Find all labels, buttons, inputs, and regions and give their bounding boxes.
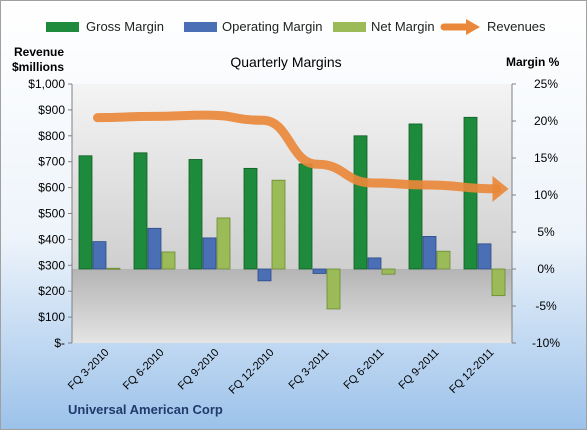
left-tick-label: $700 bbox=[38, 155, 65, 169]
company-name: Universal American Corp bbox=[68, 402, 223, 417]
bar-gross-margin-6 bbox=[354, 136, 367, 269]
bar-operating-margin-1 bbox=[93, 242, 106, 269]
bar-operating-margin-2 bbox=[148, 228, 161, 269]
right-tick-label: 20% bbox=[534, 114, 558, 128]
right-tick-label: 0% bbox=[537, 262, 555, 276]
bar-operating-margin-3 bbox=[203, 238, 216, 269]
bar-gross-margin-4 bbox=[244, 168, 257, 269]
legend-swatch-net-margin bbox=[333, 22, 366, 32]
right-tick-label: -10% bbox=[532, 336, 560, 350]
left-tick-label: $800 bbox=[38, 129, 65, 143]
bar-net-margin-8 bbox=[492, 269, 505, 296]
legend-label-gross-margin: Gross Margin bbox=[86, 19, 164, 34]
left-tick-label: $1,000 bbox=[28, 77, 65, 91]
right-tick-label: 25% bbox=[534, 77, 558, 91]
right-tick-label: 10% bbox=[534, 188, 558, 202]
left-tick-label: $400 bbox=[38, 232, 65, 246]
left-tick-label: $900 bbox=[38, 103, 65, 117]
bar-net-margin-3 bbox=[217, 218, 230, 269]
right-axis-label: Margin % bbox=[506, 55, 560, 69]
bar-net-margin-1 bbox=[107, 268, 120, 269]
left-tick-label: $500 bbox=[38, 207, 65, 221]
left-tick-label: $- bbox=[54, 336, 65, 350]
bar-operating-margin-5 bbox=[313, 269, 326, 273]
bar-net-margin-2 bbox=[162, 252, 175, 269]
right-tick-label: 5% bbox=[537, 225, 555, 239]
bar-operating-margin-4 bbox=[258, 269, 271, 281]
left-tick-label: $600 bbox=[38, 181, 65, 195]
right-tick-label: -5% bbox=[535, 299, 557, 313]
bar-operating-margin-7 bbox=[423, 236, 436, 269]
legend-label-operating-margin: Operating Margin bbox=[222, 19, 322, 34]
legend-swatch-gross-margin bbox=[46, 22, 79, 32]
legend-label-net-margin: Net Margin bbox=[371, 19, 435, 34]
bar-gross-margin-5 bbox=[299, 164, 312, 269]
bar-net-margin-5 bbox=[327, 269, 340, 309]
bar-gross-margin-8 bbox=[464, 117, 477, 269]
plot-floor bbox=[72, 269, 512, 343]
left-axis-label-line2: $millions bbox=[12, 60, 64, 74]
bar-net-margin-7 bbox=[437, 251, 450, 269]
legend-swatch-operating-margin bbox=[184, 22, 217, 32]
left-tick-label: $300 bbox=[38, 258, 65, 272]
bar-gross-margin-3 bbox=[189, 159, 202, 269]
right-tick-label: 15% bbox=[534, 151, 558, 165]
left-tick-label: $100 bbox=[38, 310, 65, 324]
bar-net-margin-6 bbox=[382, 269, 395, 274]
bar-gross-margin-1 bbox=[79, 156, 92, 269]
bar-operating-margin-6 bbox=[368, 258, 381, 269]
legend-label-revenues: Revenues bbox=[487, 19, 546, 34]
bar-gross-margin-7 bbox=[409, 124, 422, 269]
left-tick-label: $200 bbox=[38, 284, 65, 298]
bar-gross-margin-2 bbox=[134, 153, 147, 269]
bar-net-margin-4 bbox=[272, 180, 285, 269]
bar-operating-margin-8 bbox=[478, 244, 491, 269]
chart-title: Quarterly Margins bbox=[230, 54, 341, 70]
left-axis-label-line1: Revenue bbox=[14, 45, 64, 59]
